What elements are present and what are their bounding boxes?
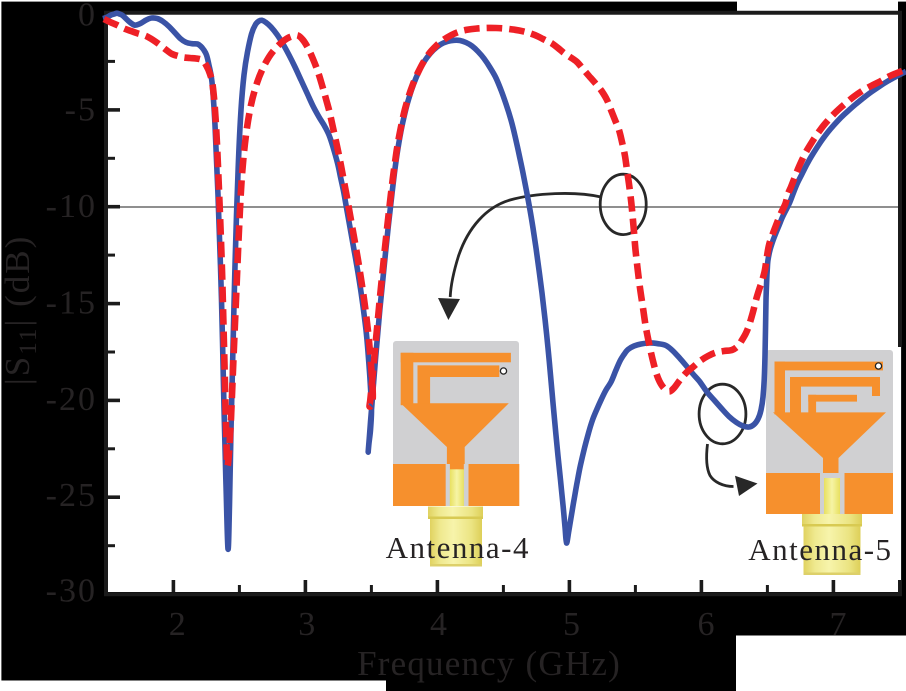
svg-text:6: 6 <box>698 606 715 643</box>
svg-text:4: 4 <box>430 606 447 643</box>
svg-text:-30: -30 <box>46 572 97 609</box>
svg-text:5: 5 <box>563 606 580 643</box>
svg-text:-15: -15 <box>46 284 97 321</box>
svg-text:|S11| (dB): |S11| (dB) <box>0 235 42 385</box>
svg-text:7: 7 <box>830 606 847 643</box>
svg-text:Antenna-5: Antenna-5 <box>748 532 892 567</box>
svg-text:-10: -10 <box>46 188 97 225</box>
svg-text:0: 0 <box>78 0 97 33</box>
svg-text:-25: -25 <box>46 477 97 514</box>
svg-text:Antenna-4: Antenna-4 <box>386 530 530 565</box>
svg-text:2: 2 <box>169 606 186 643</box>
svg-text:Frequency (GHz): Frequency (GHz) <box>357 644 621 683</box>
svg-text:-20: -20 <box>46 381 97 418</box>
svg-text:-5: -5 <box>65 91 97 128</box>
svg-text:3: 3 <box>298 606 315 643</box>
